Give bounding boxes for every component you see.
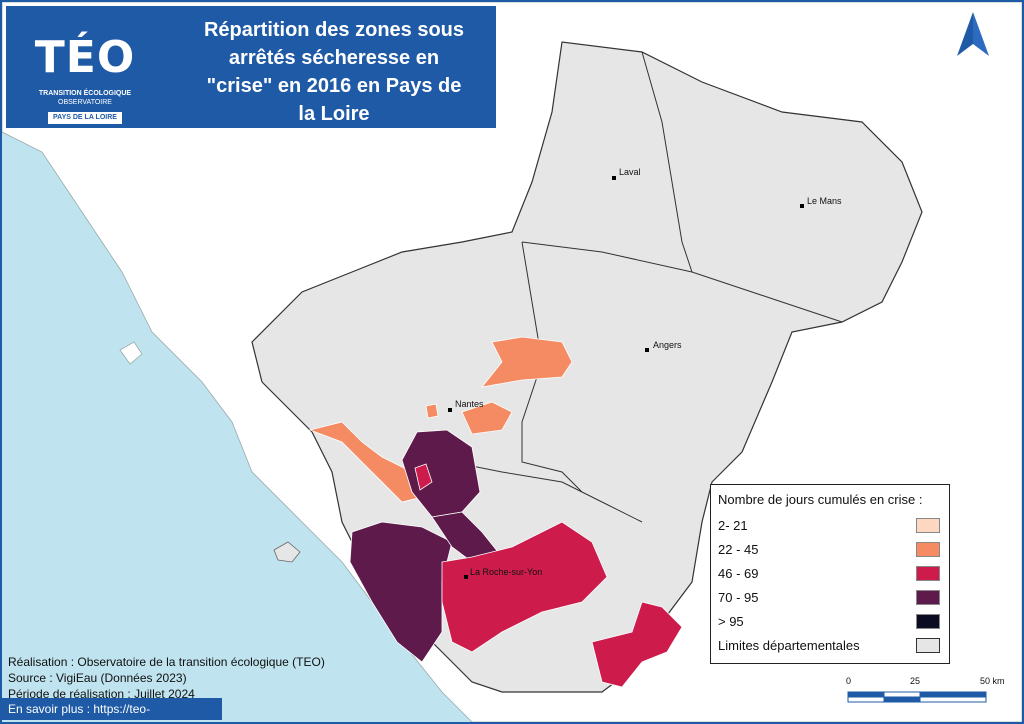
legend-swatch-boundary [916, 638, 940, 653]
logo-subtitle-2: OBSERVATOIRE [58, 99, 112, 106]
scale-seg-4 [847, 696, 885, 703]
logo-name: TÉO [34, 32, 136, 83]
zone-46-69-small [414, 463, 433, 491]
legend-item-boundary: Limites départementales [718, 636, 944, 656]
city-label-angers: Angers [653, 340, 682, 350]
scale-seg-5 [883, 696, 921, 703]
scale-tick-50: 50 km [980, 676, 1005, 686]
legend-item-4: 70 - 95 [718, 588, 944, 608]
scale-tick-25: 25 [910, 676, 920, 686]
credits: Réalisation : Observatoire de la transit… [8, 654, 325, 702]
city-label-laval: Laval [619, 167, 641, 177]
dept-boundary-loire-atl [521, 241, 583, 493]
city-marker-roche [464, 575, 468, 579]
zone-22-45-small [425, 403, 439, 419]
title-line-1: Répartition des zones sous [203, 19, 465, 41]
logo-region: PAYS DE LA LOIRE [48, 112, 122, 124]
zone-22-45-north [481, 336, 573, 388]
scale-seg-1 [847, 691, 885, 698]
scale-seg-6 [919, 696, 987, 703]
zone-70-95-coast [349, 521, 453, 663]
legend-item-2: 22 - 45 [718, 540, 944, 560]
north-arrow-icon [957, 12, 989, 56]
zone-46-69-roche [441, 521, 608, 653]
title-line-2: arrêtés sécheresse en [228, 47, 440, 69]
city-marker-nantes [448, 408, 452, 412]
legend-swatch-3 [916, 566, 940, 581]
legend-label-4: 70 - 95 [718, 590, 759, 605]
city-label-roche: La Roche-sur-Yon [470, 567, 542, 577]
legend-title: Nombre de jours cumulés en crise : [718, 492, 923, 507]
legend-label-1: 2- 21 [718, 518, 748, 533]
legend: Nombre de jours cumulés en crise : 2- 21… [710, 484, 950, 664]
logo-subtitle-1: TRANSITION ÉCOLOGIQUE [38, 90, 132, 97]
dept-boundary-mayenne-sarthe [641, 51, 693, 273]
title-line-3: "crise" en 2016 en Pays de [206, 75, 462, 97]
city-label-nantes: Nantes [455, 399, 484, 409]
scale-seg-2 [883, 691, 921, 698]
title-line-4: la Loire [298, 103, 370, 125]
legend-item-3: 46 - 69 [718, 564, 944, 584]
island-yeu [119, 341, 143, 365]
legend-swatch-2 [916, 542, 940, 557]
credit-line-1: Réalisation : Observatoire de la transit… [8, 655, 325, 669]
zone-22-45-nantes [461, 401, 513, 435]
city-label-le-mans: Le Mans [807, 196, 842, 206]
city-marker-le-mans [800, 204, 804, 208]
legend-swatch-4 [916, 590, 940, 605]
dept-boundary-north [521, 241, 843, 323]
map-title: Répartition des zones sous arrêtés séche… [184, 16, 484, 128]
more-info-link[interactable]: En savoir plus : https://teo-paysdelaloi… [2, 698, 222, 720]
scale-tick-0: 0 [846, 676, 851, 686]
city-marker-angers [645, 348, 649, 352]
title-panel: TÉO TRANSITION ÉCOLOGIQUE OBSERVATOIRE P… [4, 4, 498, 130]
legend-item-5: > 95 [718, 612, 944, 632]
legend-item-1: 2- 21 [718, 516, 944, 536]
legend-label-boundary: Limites départementales [718, 638, 860, 653]
island-noirmoutier [273, 541, 301, 563]
teo-logo: TÉO TRANSITION ÉCOLOGIQUE OBSERVATOIRE P… [24, 22, 146, 124]
scale-bar: 0 25 50 km [832, 674, 1017, 720]
city-marker-laval [612, 176, 616, 180]
zone-70-95-north [401, 429, 481, 518]
credit-line-3: Période de réalisation : Juillet 2024 [8, 687, 195, 701]
legend-swatch-5 [916, 614, 940, 629]
legend-label-2: 22 - 45 [718, 542, 759, 557]
legend-label-3: 46 - 69 [718, 566, 759, 581]
zone-46-69-south [591, 601, 683, 688]
scale-seg-3 [919, 691, 987, 698]
north-arrow [947, 4, 1019, 68]
legend-swatch-1 [916, 518, 940, 533]
credit-line-2: Source : VigiEau (Données 2023) [8, 671, 187, 685]
legend-label-5: > 95 [718, 614, 744, 629]
